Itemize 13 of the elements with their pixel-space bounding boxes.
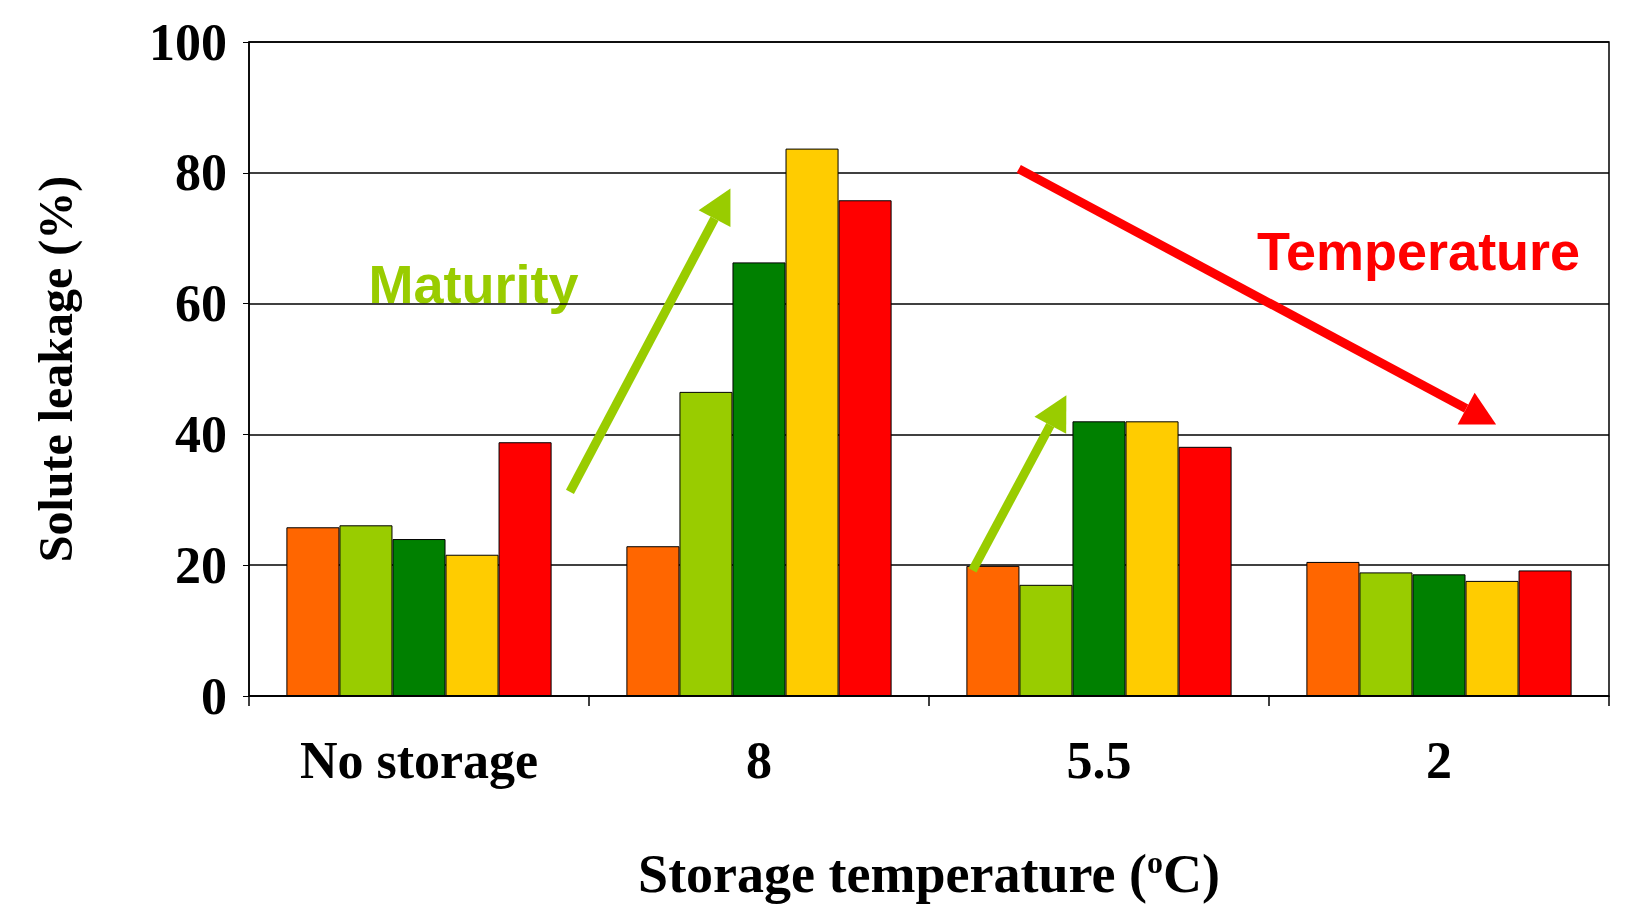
annotation: Maturity [368, 253, 579, 314]
y-tick-label: 100 [149, 13, 227, 71]
x-tick-label: 2 [1426, 731, 1452, 789]
x-tick-label: No storage [299, 731, 539, 789]
y-tick-label: 60 [175, 275, 227, 333]
y-tick-label: 20 [175, 536, 227, 594]
y-tick-label: 0 [201, 667, 227, 725]
annotation: Temperature [1257, 221, 1581, 282]
y-axis-title: Solute leakage (%) [28, 175, 83, 563]
x-tick-label: 8 [746, 731, 772, 789]
y-tick-label: 80 [175, 144, 227, 202]
x-tick-label: 5.5 [1066, 731, 1132, 789]
y-tick-label: 40 [175, 405, 227, 463]
